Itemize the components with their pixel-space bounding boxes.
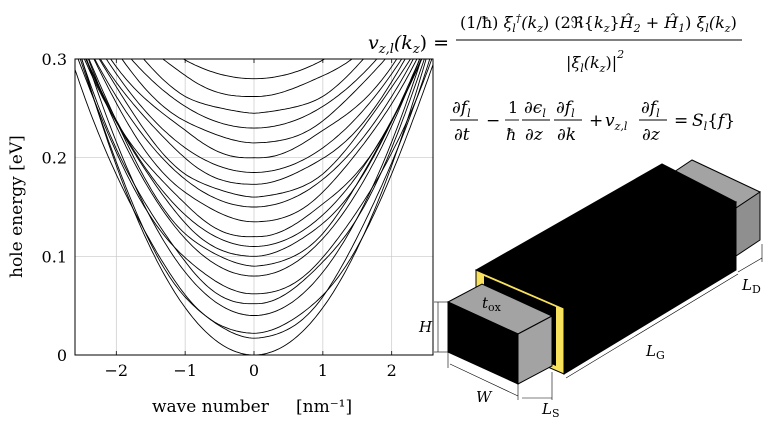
y-tick-label: 0.1 (42, 247, 67, 266)
band-curve (75, 64, 433, 334)
x-tick-label: −2 (105, 361, 129, 380)
band-curve (99, 59, 406, 185)
nanowire-device: tox H W LS LG LD (418, 159, 763, 420)
velocity-lhs: vz,l(kz) = (368, 32, 449, 57)
band-curve (85, 59, 421, 257)
band-curve (143, 59, 365, 114)
band-curve (162, 59, 353, 97)
band-curve (182, 59, 326, 80)
band-curve (83, 59, 423, 238)
band-curve (94, 59, 414, 208)
band-curve (87, 59, 421, 277)
band-curves (75, 59, 433, 355)
eq-term-dfdt-den: ∂t (454, 125, 470, 145)
band-curve (121, 59, 386, 144)
band-curve (105, 59, 403, 173)
eq-term-dk: ∂k (557, 125, 576, 145)
h-label: H (418, 318, 433, 336)
eq-term-deps: ∂ϵl (524, 98, 546, 120)
eq-plus: + (589, 111, 603, 131)
velocity-numerator: (1/ħ) ξl†(kz) (2ℜ{kz}Ĥ2 + Ĥ1) ξl(kz) (460, 12, 737, 35)
eq-one: 1 (508, 98, 518, 117)
eq-term-dfdz-num: ∂fl (641, 98, 660, 120)
band-curve (110, 59, 398, 159)
x-axis-label: wave number (152, 397, 270, 417)
x-axis-unit: [nm⁻¹] (296, 397, 352, 417)
y-axis-label: hole energy [eV] (7, 135, 27, 278)
lg-label: LG (645, 342, 665, 362)
y-tick-label: 0.2 (42, 149, 67, 168)
x-tick-label: 1 (318, 361, 328, 380)
eq-hbar: ħ (506, 125, 516, 144)
eq-scattering: Sl{f} (692, 111, 735, 133)
eq-equals: = (674, 111, 688, 131)
eq-vzl: vz,l (605, 111, 628, 133)
band-curve (79, 59, 431, 339)
x-tick-label: −1 (173, 361, 197, 380)
eq-term-dz1: ∂z (525, 125, 544, 145)
velocity-equation: vz,l(kz) = (1/ħ) ξl†(kz) (2ℜ{kz}Ĥ2 + Ĥ1)… (368, 12, 742, 75)
boltzmann-equation: ∂fl ∂t − 1 ħ ∂ϵl ∂z ∂fl ∂k + vz,l ∂fl ∂z… (450, 98, 735, 145)
dimension-lines (434, 244, 763, 400)
band-curve (88, 59, 422, 267)
ls-label: LS (541, 400, 560, 420)
band-structure-plot: −2 −1 0 1 2 0 0.1 0.2 0.3 wave number [nm⁻¹] hol… (7, 50, 434, 417)
x-tick-label: 0 (249, 361, 259, 380)
eq-term-dfdt-num: ∂fl (452, 98, 471, 120)
x-tick-label: 2 (387, 361, 397, 380)
velocity-denominator: |ξl(kz)|2 (566, 48, 624, 75)
band-curve (77, 59, 433, 295)
plot-ticks: −2 −1 0 1 2 0 0.1 0.2 0.3 (42, 50, 397, 380)
eq-term-dfdk-num: ∂fl (556, 98, 575, 120)
y-tick-label: 0.3 (42, 50, 67, 69)
eq-term-dz2: ∂z (642, 125, 661, 145)
w-label: W (476, 388, 493, 406)
band-curve (98, 59, 411, 198)
ld-label: LD (741, 276, 761, 296)
eq-minus: − (486, 111, 500, 131)
band-curve (81, 59, 425, 305)
tox-label: tox (482, 294, 502, 314)
y-tick-label: 0 (57, 346, 67, 365)
band-curve (130, 59, 378, 129)
band-curve (93, 59, 418, 223)
